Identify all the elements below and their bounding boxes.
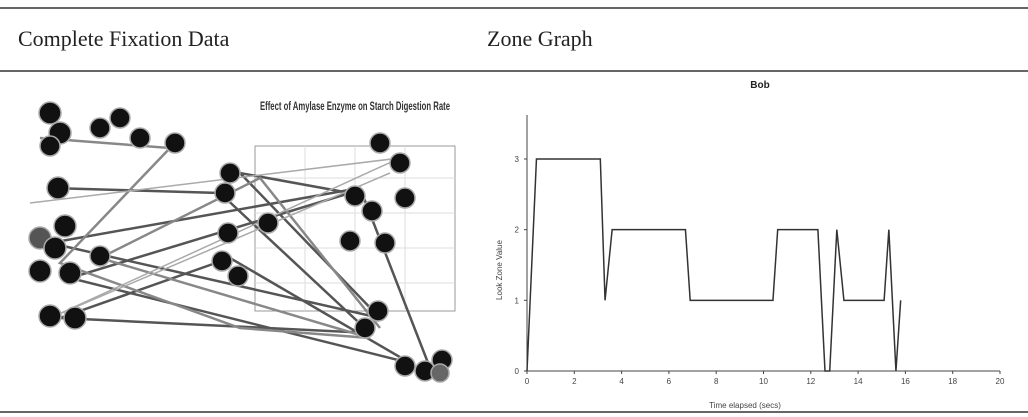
bottom-rule — [0, 411, 1028, 413]
x-tick-label: 10 — [759, 377, 768, 386]
y-tick-label: 2 — [515, 226, 520, 235]
left-header: Complete Fixation Data — [18, 26, 229, 52]
y-axis-label: Look Zone Value — [495, 240, 504, 300]
x-axis-label: Time elapsed (secs) — [709, 401, 781, 410]
right-header: Zone Graph — [487, 26, 593, 52]
x-tick-label: 16 — [901, 377, 910, 386]
x-tick-label: 12 — [806, 377, 815, 386]
zone-chart: Bob Time elapsed (secs) Look Zone Value … — [490, 75, 1010, 410]
x-tick-label: 14 — [854, 377, 863, 386]
zone-line — [527, 159, 901, 371]
x-tick-label: 8 — [714, 377, 719, 386]
x-tick-label: 2 — [572, 377, 577, 386]
x-tick-label: 18 — [948, 377, 957, 386]
page: Complete Fixation Data Zone Graph Effect… — [0, 0, 1028, 417]
x-tick-label: 0 — [525, 377, 530, 386]
fixations — [29, 102, 452, 382]
y-tick-label: 0 — [515, 367, 520, 376]
top-rule — [0, 7, 1028, 9]
x-tick-label: 20 — [996, 377, 1005, 386]
y-tick-label: 1 — [515, 296, 520, 305]
embedded-title: Effect of Amylase Enzyme on Starch Diges… — [260, 99, 450, 113]
mid-rule — [0, 70, 1028, 72]
fixation-image: Effect of Amylase Enzyme on Starch Diges… — [10, 78, 490, 408]
y-tick-label: 3 — [515, 155, 520, 164]
x-tick-label: 4 — [619, 377, 624, 386]
chart-title: Bob — [750, 80, 769, 91]
x-tick-label: 6 — [667, 377, 672, 386]
